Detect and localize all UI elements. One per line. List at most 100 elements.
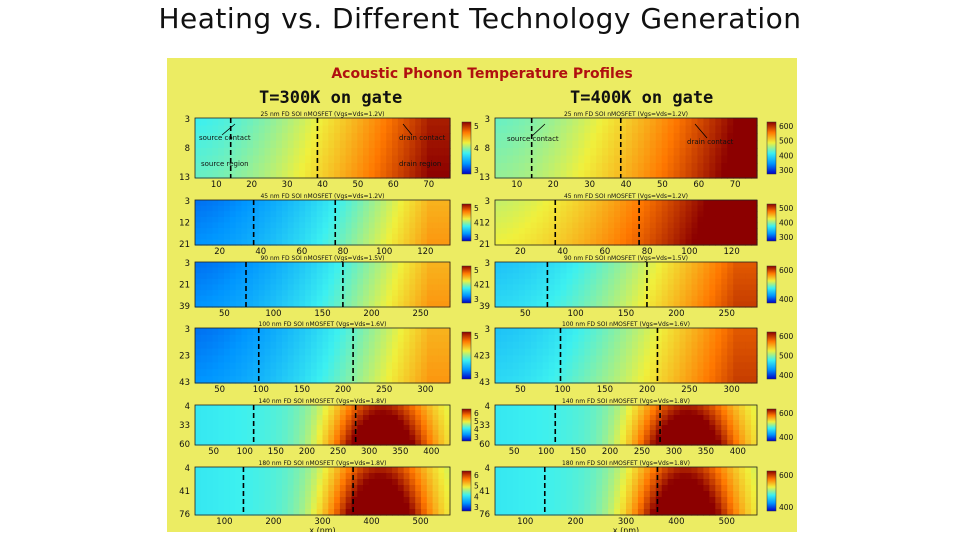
heat-cell <box>512 430 520 436</box>
heat-cell <box>495 216 502 224</box>
heat-cell <box>554 267 562 274</box>
heat-cell <box>397 200 405 207</box>
heat-cell <box>380 278 387 286</box>
heat-cell <box>195 301 202 308</box>
heat-cell <box>685 170 693 179</box>
heat-cell <box>444 140 451 149</box>
heat-cell <box>438 284 445 291</box>
heat-cell <box>703 200 710 207</box>
heat-cell <box>727 334 734 343</box>
heat-cell <box>235 376 242 384</box>
heat-cell <box>299 355 306 363</box>
heat-cell <box>667 267 675 274</box>
heat-cell <box>733 405 740 411</box>
heat-cell <box>602 479 609 486</box>
heat-cell <box>643 133 651 142</box>
heat-cell <box>584 420 591 426</box>
x-tick-label: 100 <box>216 517 232 527</box>
heat-cell <box>673 170 681 179</box>
heat-cell <box>572 410 579 416</box>
heat-cell <box>626 334 633 343</box>
heat-cell <box>252 133 260 142</box>
x-tick-label: 150 <box>570 447 586 457</box>
heat-cell <box>500 262 508 269</box>
heat-cell <box>584 200 591 207</box>
heat-cell <box>258 497 266 504</box>
heat-cell <box>223 222 231 229</box>
heat-cell <box>276 205 283 212</box>
heat-cell <box>536 200 544 207</box>
heat-cell <box>715 334 722 343</box>
heat-cell <box>518 133 526 142</box>
heat-cell <box>512 425 520 431</box>
heat-cell <box>374 125 382 134</box>
heat-cell <box>608 170 615 179</box>
heat-cell <box>328 420 335 426</box>
heat-cell <box>195 348 202 357</box>
colorbar <box>766 265 777 304</box>
heat-cell <box>631 233 639 240</box>
heat-cell <box>524 509 532 516</box>
heat-cell <box>518 233 526 240</box>
x-tick-label: 40 <box>255 247 266 257</box>
heat-cell <box>339 148 347 157</box>
heat-cell <box>673 503 681 510</box>
heat-cell <box>310 262 318 269</box>
heat-cell <box>536 405 544 411</box>
heat-cell <box>293 467 300 474</box>
heat-cell <box>614 328 621 336</box>
heat-cell <box>432 355 440 363</box>
heat-cell <box>397 348 405 357</box>
heat-cell <box>745 435 752 441</box>
heat-cell <box>643 410 651 416</box>
heat-cell <box>626 430 633 436</box>
heat-cell <box>721 267 728 274</box>
heat-cell <box>252 362 260 370</box>
heat-cell <box>572 328 579 336</box>
heat-cell <box>380 228 387 235</box>
heat-cell <box>536 467 544 474</box>
heat-cell <box>554 216 562 224</box>
heat-cell <box>614 430 621 436</box>
heat-cell <box>649 509 657 516</box>
heat-cell <box>500 355 508 363</box>
heatmap-panel-2: 45 nm FD SOI nMOSFET (Vgs=Vds=1.2V)31221… <box>179 193 793 257</box>
heat-cell <box>626 200 633 207</box>
heat-cell <box>368 273 376 280</box>
heat-cell <box>195 509 202 516</box>
heat-cell <box>403 163 411 172</box>
heat-cell <box>572 334 579 343</box>
heat-cell <box>195 295 202 302</box>
heat-cell <box>715 170 722 179</box>
heat-cell <box>745 328 752 336</box>
heat-cell <box>392 301 399 308</box>
heat-cell <box>703 118 710 127</box>
heat-cell <box>649 420 657 426</box>
heat-cell <box>328 355 335 363</box>
heat-cell <box>426 148 434 157</box>
heat-cell <box>506 420 514 426</box>
heat-cell <box>316 163 324 172</box>
heat-cell <box>328 369 335 377</box>
heat-cell <box>403 376 411 384</box>
heat-cell <box>637 405 645 411</box>
heat-cell <box>363 211 370 218</box>
heat-cell <box>614 228 621 235</box>
heat-cell <box>626 284 633 291</box>
heat-cell <box>212 485 219 492</box>
heat-cell <box>270 485 277 492</box>
heat-cell <box>608 200 615 207</box>
heat-cell <box>703 473 710 480</box>
heat-cell <box>299 133 306 142</box>
heat-cell <box>661 485 669 492</box>
heat-cell <box>560 473 568 480</box>
heat-cell <box>247 125 254 134</box>
heat-cell <box>614 362 621 370</box>
heat-cell <box>444 420 451 426</box>
heat-cell <box>310 170 318 179</box>
heat-cell <box>554 163 562 172</box>
heat-cell <box>739 405 746 411</box>
heat-cell <box>339 239 347 246</box>
heat-cell <box>270 222 277 229</box>
heat-cell <box>241 284 248 291</box>
